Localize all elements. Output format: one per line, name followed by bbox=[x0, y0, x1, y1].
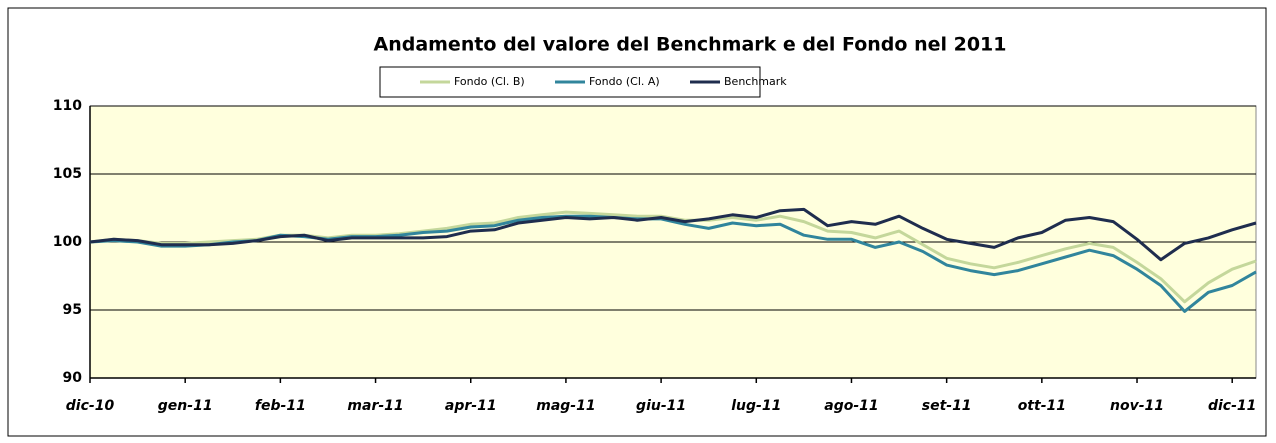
x-tick-label: ott-11 bbox=[1018, 398, 1066, 414]
y-tick-label: 110 bbox=[53, 98, 82, 114]
legend-label: Fondo (Cl. A) bbox=[589, 75, 660, 88]
x-tick-label: giu-11 bbox=[636, 398, 686, 414]
x-tick-label: feb-11 bbox=[255, 398, 306, 414]
y-tick-label: 100 bbox=[53, 234, 82, 250]
x-tick-label: set-11 bbox=[922, 398, 972, 414]
legend-label: Fondo (Cl. B) bbox=[454, 75, 525, 88]
x-tick-label: apr-11 bbox=[445, 398, 497, 414]
chart-title: Andamento del valore del Benchmark e del… bbox=[373, 34, 1006, 56]
x-tick-label: ago-11 bbox=[824, 398, 878, 414]
x-tick-label: dic-11 bbox=[1208, 398, 1256, 414]
x-tick-label: mag-11 bbox=[536, 398, 595, 414]
x-tick-label: gen-11 bbox=[158, 398, 213, 414]
y-tick-label: 95 bbox=[63, 302, 82, 318]
y-tick-label: 90 bbox=[63, 370, 83, 386]
x-tick-label: dic-10 bbox=[66, 398, 115, 414]
legend-label: Benchmark bbox=[724, 75, 787, 88]
x-tick-label: nov-11 bbox=[1110, 398, 1164, 414]
series-line bbox=[89, 207, 1257, 262]
x-tick-label: mar-11 bbox=[347, 398, 403, 414]
y-tick-label: 105 bbox=[53, 166, 82, 182]
x-tick-label: lug-11 bbox=[731, 398, 781, 414]
